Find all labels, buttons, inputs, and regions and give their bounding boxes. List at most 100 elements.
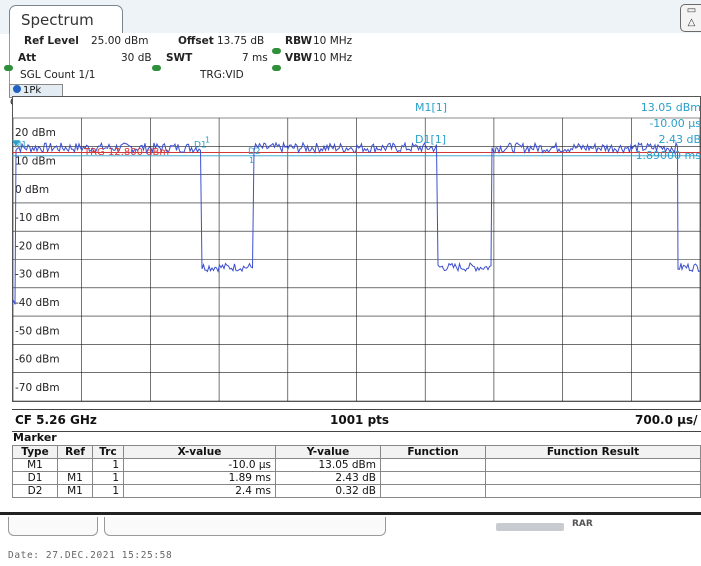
progress-bar bbox=[496, 523, 564, 531]
swt-value[interactable]: 7 ms bbox=[242, 52, 268, 64]
marker-m1-tag: M1 bbox=[14, 140, 27, 150]
offset-value[interactable]: 13.75 dB bbox=[217, 35, 265, 47]
y-axis-labels: 20 dBm 10 dBm 0 dBm -10 dBm -20 dBm -30 dBm -4… bbox=[14, 125, 60, 394]
att-coupled-icon bbox=[4, 56, 13, 75]
vbw-coupled-icon bbox=[272, 56, 281, 75]
table-row[interactable]: D2 M1 1 2.4 ms 0.32 dB bbox=[12, 484, 701, 498]
cell-y-value: 0.32 dB bbox=[275, 484, 381, 498]
status-field-left[interactable] bbox=[8, 517, 98, 536]
cell-type: D1 bbox=[12, 471, 58, 485]
cell-x-value: 1.89 ms bbox=[123, 471, 276, 485]
sweep-count: SGL Count 1/1 bbox=[20, 69, 96, 81]
cell-y-value: 2.43 dB bbox=[275, 471, 381, 485]
y-label-bg bbox=[14, 379, 60, 393]
spectrum-diagram[interactable]: 20 dBm 10 dBm 0 dBm -10 dBm -20 dBm -30 dBm -4… bbox=[11, 96, 701, 409]
y-label-bg bbox=[14, 210, 60, 224]
ref-level-value[interactable]: 25.00 dBm bbox=[91, 35, 149, 47]
col-function-result: Function Result bbox=[485, 445, 701, 459]
status-indicator: RAR bbox=[572, 519, 593, 529]
att-label: Att bbox=[18, 52, 37, 64]
cell-function bbox=[380, 458, 486, 472]
marker-table-panel: Marker Type Ref Trc X-value Y-value Func… bbox=[12, 431, 701, 511]
y-label-bg bbox=[14, 351, 60, 365]
y-label-bg bbox=[14, 266, 60, 280]
marker-table-header: Type Ref Trc X-value Y-value Function Fu… bbox=[12, 445, 701, 459]
vbw-value[interactable]: 10 MHz bbox=[313, 52, 353, 64]
readout-m1-x: -10.00 µs bbox=[649, 117, 701, 130]
status-field-message[interactable] bbox=[104, 517, 386, 536]
y-axis-label: -20 dBm bbox=[15, 240, 60, 252]
col-type: Type bbox=[12, 445, 58, 459]
y-label-bg bbox=[14, 181, 47, 195]
tab-label: Spectrum bbox=[21, 11, 94, 29]
rbw-label: RBW bbox=[285, 35, 313, 47]
trace-color-icon bbox=[13, 85, 21, 93]
markers[interactable]: M1 D1 1 D2 1 bbox=[12, 136, 261, 165]
plot-area[interactable]: 20 dBm 10 dBm 0 dBm -10 dBm -20 dBm -30 dBm -4… bbox=[11, 96, 701, 409]
vbw-label: VBW bbox=[285, 52, 313, 64]
cell-ref: M1 bbox=[57, 471, 93, 485]
cell-function-result bbox=[485, 471, 701, 485]
y-label-bg bbox=[14, 323, 60, 337]
rbw-coupled-icon bbox=[272, 39, 281, 58]
cell-function-result bbox=[485, 458, 701, 472]
col-function: Function bbox=[380, 445, 486, 459]
cell-type: M1 bbox=[12, 458, 58, 472]
sweep-points[interactable]: 1001 pts bbox=[330, 413, 390, 427]
col-trc: Trc bbox=[92, 445, 124, 459]
center-frequency[interactable]: CF 5.26 GHz bbox=[15, 413, 97, 427]
trigger-info: TRG:VID bbox=[200, 69, 244, 81]
table-row[interactable]: M1 1 -10.0 µs 13.05 dBm bbox=[12, 458, 701, 472]
rbw-value[interactable]: 10 MHz bbox=[313, 35, 353, 47]
settings-panel: Ref Level 25.00 dBm Offset 13.75 dB RBW … bbox=[4, 33, 701, 88]
y-axis-label: -70 dBm bbox=[15, 382, 60, 394]
window-menu-icon[interactable]: ▭ △ bbox=[680, 4, 701, 32]
marker-d2-trace-num: 1 bbox=[249, 156, 254, 165]
readout-d1-value: 2.43 dB bbox=[658, 133, 701, 146]
cell-ref: M1 bbox=[57, 484, 93, 498]
cell-function bbox=[380, 484, 486, 498]
cell-x-value: -10.0 µs bbox=[123, 458, 276, 472]
marker-d1-tag: D1 bbox=[194, 140, 207, 150]
y-axis-label: 20 dBm bbox=[15, 127, 56, 139]
y-label-bg bbox=[14, 238, 60, 252]
cell-x-value: 2.4 ms bbox=[123, 484, 276, 498]
marker-m1-icon[interactable] bbox=[12, 140, 20, 147]
y-axis-label: -30 dBm bbox=[15, 269, 60, 281]
y-label-bg bbox=[14, 125, 54, 139]
cell-trc: 1 bbox=[92, 458, 124, 472]
y-axis-label: -50 dBm bbox=[15, 325, 60, 337]
status-bar: RAR bbox=[0, 512, 701, 543]
col-y-value: Y-value bbox=[275, 445, 381, 459]
cell-trc: 1 bbox=[92, 471, 124, 485]
readout-m1-value: 13.05 dBm bbox=[641, 101, 701, 114]
trace-1 bbox=[11, 141, 701, 305]
readout-d1-x: 1.89000 ms bbox=[636, 149, 701, 162]
marker-d1-trace-num: 1 bbox=[205, 136, 210, 145]
marker-table: Type Ref Trc X-value Y-value Function Fu… bbox=[12, 445, 701, 498]
cell-trc: 1 bbox=[92, 484, 124, 498]
ref-level-label: Ref Level bbox=[24, 35, 79, 47]
marker-readout: M1[1] 13.05 dBm -10.00 µs D1[1] 2.43 dB … bbox=[415, 101, 701, 162]
trigger-level-label: TRG 12.800 dBm bbox=[83, 147, 169, 158]
col-x-value: X-value bbox=[123, 445, 276, 459]
marker-d2-tag: D2 bbox=[248, 147, 261, 157]
marker-table-title: Marker bbox=[13, 431, 57, 444]
swt-coupled-icon bbox=[152, 56, 161, 75]
y-axis-label: -10 dBm bbox=[15, 212, 60, 224]
cell-type: D2 bbox=[12, 484, 58, 498]
time-per-division[interactable]: 700.0 µs/ bbox=[635, 413, 698, 427]
y-label-bg bbox=[14, 294, 60, 308]
cell-function bbox=[380, 471, 486, 485]
tab-spectrum[interactable]: Spectrum bbox=[9, 5, 123, 34]
col-ref: Ref bbox=[57, 445, 93, 459]
readout-m1-label: M1[1] bbox=[415, 101, 447, 114]
offset-label: Offset bbox=[178, 35, 214, 47]
frequency-footer: CF 5.26 GHz 1001 pts 700.0 µs/ bbox=[12, 409, 701, 432]
y-axis-label: -60 dBm bbox=[15, 354, 60, 366]
att-value[interactable]: 30 dB bbox=[121, 52, 152, 64]
date-stamp: Date: 27.DEC.2021 15:25:58 bbox=[8, 550, 173, 561]
cell-ref bbox=[57, 458, 93, 472]
table-row[interactable]: D1 M1 1 1.89 ms 2.43 dB bbox=[12, 471, 701, 485]
y-axis-label: 10 dBm bbox=[15, 155, 56, 167]
